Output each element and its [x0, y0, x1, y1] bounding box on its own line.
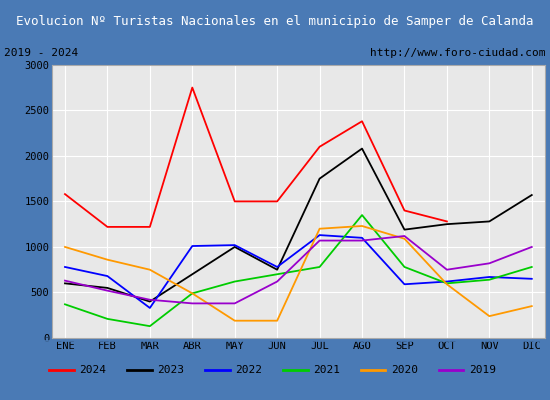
Text: 2021: 2021 — [313, 366, 340, 375]
Text: 2019: 2019 — [469, 366, 496, 375]
Text: 2024: 2024 — [79, 366, 106, 375]
Text: Evolucion Nº Turistas Nacionales en el municipio de Samper de Calanda: Evolucion Nº Turistas Nacionales en el m… — [16, 14, 534, 28]
Text: 2022: 2022 — [235, 366, 262, 375]
Text: 2019 - 2024: 2019 - 2024 — [4, 48, 79, 58]
Text: 2023: 2023 — [157, 366, 184, 375]
Text: 2020: 2020 — [391, 366, 418, 375]
Text: http://www.foro-ciudad.com: http://www.foro-ciudad.com — [370, 48, 546, 58]
